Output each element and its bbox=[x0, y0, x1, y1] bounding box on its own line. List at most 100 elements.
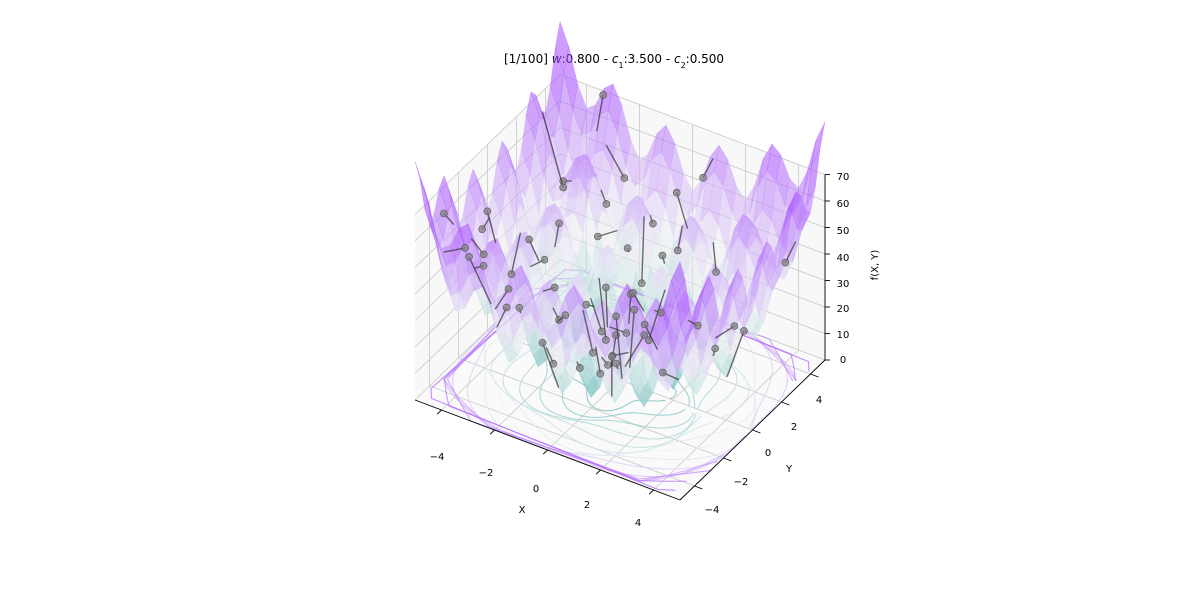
particle-point bbox=[630, 305, 639, 314]
particle-point bbox=[596, 369, 605, 378]
surface-patch bbox=[728, 268, 744, 299]
particle-point bbox=[597, 327, 606, 336]
particle-point bbox=[440, 209, 448, 218]
x-tick bbox=[542, 449, 548, 455]
particle-point bbox=[540, 255, 549, 264]
particle-point bbox=[658, 251, 667, 260]
particle-point bbox=[604, 361, 612, 369]
particle-point bbox=[608, 352, 616, 361]
particle-velocity bbox=[554, 223, 560, 248]
particle-point bbox=[649, 219, 657, 228]
particle-point bbox=[507, 270, 516, 279]
axis-lines bbox=[414, 174, 830, 501]
surface-patch bbox=[699, 275, 715, 309]
particle-velocity bbox=[784, 241, 797, 263]
particle-point bbox=[711, 344, 720, 353]
particle-point bbox=[515, 303, 524, 312]
particle-point bbox=[504, 285, 513, 293]
x-tick bbox=[595, 469, 601, 475]
y-tick-label: −4 bbox=[705, 505, 720, 516]
particle-point bbox=[561, 311, 570, 320]
particle-point bbox=[640, 320, 649, 329]
particle-point bbox=[502, 303, 511, 312]
x-axis-label: X bbox=[519, 505, 526, 516]
x-tick-label: 0 bbox=[533, 484, 539, 495]
particle-point bbox=[602, 200, 611, 208]
surface-patch bbox=[796, 210, 811, 232]
particle-point bbox=[575, 364, 584, 372]
particle-point bbox=[582, 300, 591, 309]
particle-point bbox=[637, 279, 646, 288]
particle-velocity bbox=[624, 334, 645, 368]
particle-point bbox=[730, 322, 739, 330]
particle-velocity bbox=[615, 316, 623, 379]
particle-swarm bbox=[440, 91, 797, 397]
x-tick-label: −2 bbox=[479, 468, 494, 479]
particle-point bbox=[479, 261, 488, 270]
particle-point bbox=[461, 244, 469, 252]
particle-point bbox=[622, 329, 631, 337]
surface-patch bbox=[670, 260, 686, 298]
z-tick-label: 20 bbox=[837, 304, 850, 315]
y-tick bbox=[694, 485, 703, 490]
particle-point bbox=[712, 268, 720, 276]
particle-velocity bbox=[726, 330, 745, 378]
y-axis-label: Y bbox=[785, 464, 793, 475]
y-tick bbox=[752, 429, 761, 434]
particle-velocity bbox=[468, 256, 492, 305]
y-tick bbox=[810, 373, 819, 378]
z-tick-label: 50 bbox=[837, 226, 850, 237]
particle-point bbox=[478, 225, 487, 233]
x-tick-label: 2 bbox=[584, 500, 590, 511]
particle-velocity bbox=[510, 232, 522, 275]
particle-velocity bbox=[643, 324, 659, 350]
particle-point bbox=[629, 288, 637, 297]
particle-velocity bbox=[677, 225, 684, 251]
particle-point bbox=[538, 338, 547, 347]
y-tick bbox=[781, 401, 790, 406]
particle-point bbox=[693, 321, 702, 330]
surface-plot bbox=[414, 20, 826, 408]
particle-point bbox=[740, 327, 748, 335]
particle-point bbox=[602, 283, 610, 292]
particle-velocity bbox=[582, 309, 594, 353]
particle-point bbox=[465, 252, 473, 261]
surface-patch bbox=[748, 260, 763, 312]
surface-patch bbox=[719, 284, 734, 333]
z-tick-label: 30 bbox=[837, 279, 850, 290]
particle-point bbox=[599, 91, 607, 99]
x-tick bbox=[648, 489, 654, 495]
particle-velocity bbox=[641, 216, 645, 284]
y-tick-label: 4 bbox=[816, 395, 822, 406]
particle-velocity bbox=[676, 192, 689, 229]
x-tick bbox=[489, 429, 495, 435]
particle-velocity bbox=[589, 298, 603, 332]
y-tick-label: 2 bbox=[791, 422, 797, 433]
particle-point bbox=[589, 348, 597, 357]
particle-point bbox=[781, 258, 790, 267]
particle-velocity bbox=[712, 242, 717, 273]
surface-patch bbox=[695, 275, 710, 307]
particle-velocity bbox=[596, 94, 604, 132]
particle-point bbox=[483, 207, 492, 216]
surface-patch bbox=[806, 147, 821, 206]
z-axis-label: f(X, Y) bbox=[870, 250, 881, 281]
particle-velocity bbox=[486, 211, 497, 243]
x-tick bbox=[436, 409, 442, 415]
particle-velocity bbox=[605, 144, 626, 179]
chart-title: [1/100] w:0.800 - c1:3.500 - c2:0.500 bbox=[504, 52, 724, 70]
particle-velocity bbox=[494, 288, 510, 310]
z-tick-label: 10 bbox=[837, 330, 850, 341]
y-tick-label: −2 bbox=[734, 477, 749, 488]
x-tick-label: −4 bbox=[430, 452, 445, 463]
surface-patch bbox=[690, 288, 705, 332]
z-tick-label: 60 bbox=[837, 199, 850, 210]
particle-velocity bbox=[541, 111, 564, 188]
particle-velocity bbox=[648, 289, 666, 341]
particle-point bbox=[479, 250, 488, 259]
particle-velocity bbox=[628, 294, 632, 324]
x-tick-label: 4 bbox=[635, 518, 641, 529]
particle-point bbox=[699, 173, 707, 182]
particle-point bbox=[593, 232, 602, 241]
